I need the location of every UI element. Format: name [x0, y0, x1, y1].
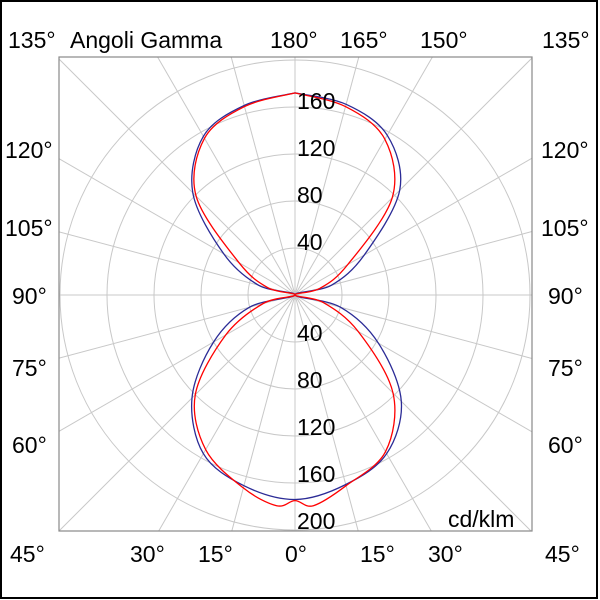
r-tick-label-bottom: 80	[297, 367, 323, 393]
angle-label-bottom-30-left: 30°	[130, 541, 165, 567]
angle-label-bottom-0: 0°	[285, 541, 307, 567]
angle-label-left-75: 75°	[12, 355, 47, 381]
grid-spoke	[158, 294, 296, 531]
angle-label-180: 180°	[270, 27, 318, 53]
angle-label-right-120: 120°	[541, 137, 589, 163]
angle-label-150: 150°	[420, 27, 468, 53]
grid-spoke	[157, 57, 296, 296]
grid-spoke	[59, 294, 296, 531]
r-tick-label-bottom: 200	[297, 508, 335, 534]
curves	[190, 92, 403, 507]
angle-label-left-120: 120°	[5, 137, 53, 163]
r-tick-label-top: 160	[297, 88, 335, 114]
grid-spoke	[230, 57, 296, 296]
angle-label-bottom-15-right: 15°	[360, 541, 395, 567]
unit-label: cd/klm	[448, 506, 514, 532]
angle-label-165: 165°	[340, 27, 388, 53]
angle-label-right-90: 90°	[548, 283, 583, 309]
angle-label-bottom-15-left: 15°	[198, 541, 233, 567]
angle-label-left-90: 90°	[12, 283, 47, 309]
angle-label-top-left: 135°	[8, 27, 56, 53]
grid-spoke	[59, 294, 296, 359]
angle-label-left-60: 60°	[12, 432, 47, 458]
grid-spoke	[294, 57, 360, 296]
grid-spoke	[294, 294, 532, 433]
plot-box	[58, 56, 533, 532]
grid-spoke	[59, 231, 296, 296]
r-tick-label-bottom: 40	[297, 320, 323, 346]
grid-spoke	[294, 294, 532, 531]
chart-title: Angoli Gamma	[70, 27, 222, 53]
r-tick-label-top: 120	[297, 135, 335, 161]
grid-spoke	[294, 294, 359, 531]
grid-spoke	[294, 57, 433, 296]
polar-grid	[59, 57, 532, 531]
angle-label-right-105: 105°	[541, 215, 589, 241]
angle-label-bottom-45-right: 45°	[545, 541, 580, 567]
series-curve-0	[190, 92, 403, 501]
grid-spoke	[231, 294, 296, 531]
grid-spoke	[294, 231, 532, 296]
grid-spoke	[294, 294, 532, 359]
r-tick-label-bottom: 120	[297, 414, 335, 440]
grid-spoke	[294, 157, 532, 296]
r-tick-label-top: 40	[297, 229, 323, 255]
grid-spoke	[59, 158, 296, 296]
angle-label-bottom-45-left: 45°	[10, 541, 45, 567]
angle-label-bottom-30-right: 30°	[428, 541, 463, 567]
angle-label-left-105: 105°	[5, 215, 53, 241]
series-curve-1	[193, 92, 396, 507]
r-tick-label-bottom: 160	[297, 461, 335, 487]
r-tick-label-top: 80	[297, 182, 323, 208]
grid-spoke	[294, 294, 432, 531]
grid-spoke	[59, 58, 296, 296]
angle-label-right-75: 75°	[548, 355, 583, 381]
grid-spoke	[59, 294, 296, 432]
angle-label-right-60: 60°	[548, 432, 583, 458]
radial-tick-labels: 40 40 80 80 120 120 160 160 200	[297, 88, 335, 534]
grid-spoke	[294, 57, 532, 296]
angle-label-top-right: 135°	[542, 27, 590, 53]
